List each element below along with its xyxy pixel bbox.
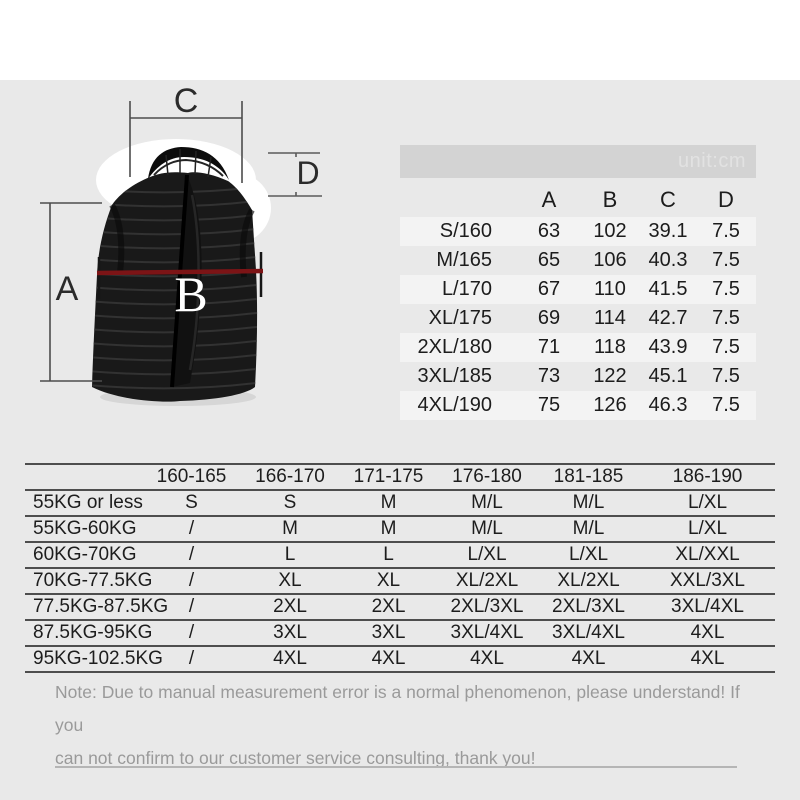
size-label: XL/175	[428, 307, 492, 329]
size-label: M/165	[436, 249, 492, 271]
col-c: C	[660, 186, 676, 212]
size-table-row: M/165 65 106 40.3 7.5	[400, 246, 756, 275]
unit-label: unit:cm	[678, 150, 746, 172]
fit-table-row: 70KG-77.5KG / XL XL XL/2XL XL/2XL XXL/3X…	[25, 569, 775, 595]
vest-measurement-diagram: A C D B	[40, 85, 322, 406]
note-line-2: can not confirm to our customer service …	[55, 748, 536, 768]
weight-label: 60KG-70KG	[33, 544, 137, 565]
fit-table-header: 160-165 166-170 171-175 176-180 181-185 …	[25, 465, 775, 491]
weight-label: 87.5KG-95KG	[33, 622, 153, 643]
size-label: 2XL/180	[417, 336, 492, 358]
collar-ridges	[165, 149, 212, 178]
fit-table: 160-165 166-170 171-175 176-180 181-185 …	[25, 463, 775, 673]
height-col: 160-165	[156, 466, 227, 487]
size-table-header: A B C D	[400, 182, 756, 217]
size-label: S/160	[439, 220, 492, 242]
fit-table-row: 87.5KG-95KG / 3XL 3XL 3XL/4XL 3XL/4XL 4X…	[25, 621, 775, 647]
height-col: 171-175	[353, 466, 424, 487]
measure-b	[96, 252, 264, 299]
size-table-row: 2XL/180 71 118 43.9 7.5	[400, 333, 756, 362]
fit-table-row: 55KG-60KG / M M M/L M/L L/XL	[25, 517, 775, 543]
size-label: 3XL/185	[417, 365, 492, 387]
measure-b-label: B	[174, 266, 207, 322]
collar	[148, 147, 229, 180]
fit-table-row: 95KG-102.5KG / 4XL 4XL 4XL 4XL 4XL	[25, 647, 775, 673]
measure-c	[129, 101, 243, 183]
armhole-left	[109, 203, 125, 274]
zipper	[170, 174, 189, 388]
note-line-1: Note: Due to manual measurement error is…	[55, 682, 740, 735]
size-table-row: 3XL/185 73 122 45.1 7.5	[400, 362, 756, 391]
note: Note: Due to manual measurement error is…	[55, 676, 755, 775]
measure-d	[268, 152, 322, 197]
bottom-divider	[55, 766, 737, 768]
weight-label: 77.5KG-87.5KG	[33, 596, 169, 617]
size-label: L/170	[441, 278, 492, 300]
height-col: 181-185	[553, 466, 624, 487]
unit-bar: unit:cm	[400, 145, 756, 178]
height-col: 166-170	[255, 466, 325, 487]
weight-label: 55KG-60KG	[33, 518, 137, 539]
col-d: D	[718, 186, 734, 212]
fit-table-row: 55KG or less S S M M/L M/L L/XL	[25, 491, 775, 517]
size-table-row: S/160 63 102 39.1 7.5	[400, 217, 756, 246]
measure-d-label: D	[296, 155, 319, 191]
col-b: B	[602, 186, 618, 212]
measure-a	[40, 202, 102, 382]
fit-table-row: 77.5KG-87.5KG / 2XL 2XL 2XL/3XL 2XL/3XL …	[25, 595, 775, 621]
weight-label: 70KG-77.5KG	[33, 570, 153, 591]
fit-table-row: 60KG-70KG / L L L/XL L/XL XL/XXL	[25, 543, 775, 569]
flap-sheen	[188, 194, 200, 371]
height-col: 186-190	[672, 466, 743, 487]
size-label: 4XL/190	[417, 394, 492, 416]
collar-inner-line	[153, 158, 224, 177]
measure-a-label: A	[56, 270, 79, 308]
size-table-row: XL/175 69 114 42.7 7.5	[400, 304, 756, 333]
weight-label: 55KG or less	[33, 492, 143, 513]
size-table-row: 4XL/190 75 126 46.3 7.5	[400, 391, 756, 420]
weight-label: 95KG-102.5KG	[33, 648, 163, 669]
height-col: 176-180	[452, 466, 522, 487]
measure-c-label: C	[174, 85, 199, 120]
col-a: A	[541, 186, 557, 212]
size-table-row: L/170 67 110 41.5 7.5	[400, 275, 756, 304]
size-table: A B C D S/160 63 102 39.1 7.5 M/165 65 1…	[400, 182, 756, 420]
